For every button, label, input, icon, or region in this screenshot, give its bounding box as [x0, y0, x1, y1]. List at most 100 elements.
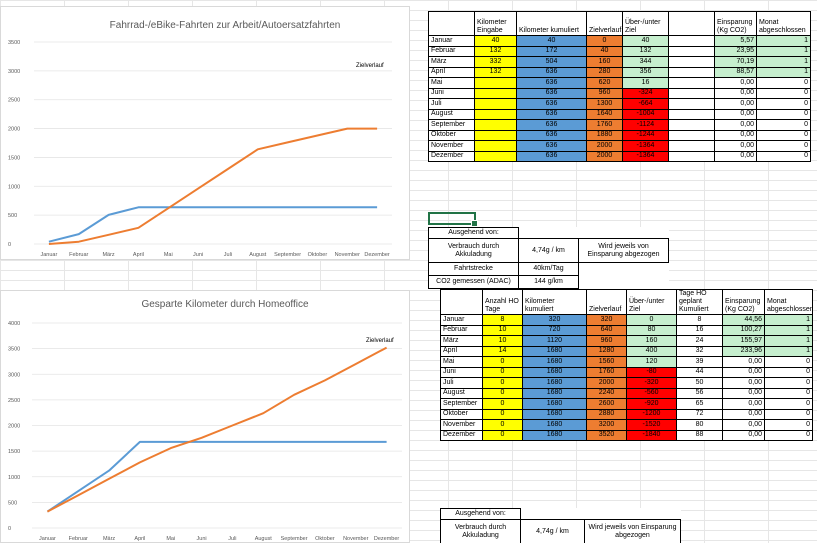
- data-cell[interactable]: 2240: [586, 387, 627, 399]
- column-header[interactable]: [440, 289, 483, 315]
- data-cell[interactable]: 0: [764, 408, 813, 420]
- data-cell[interactable]: 0,00: [722, 419, 765, 431]
- data-cell[interactable]: 0,00: [714, 129, 757, 141]
- data-cell[interactable]: [668, 140, 715, 152]
- data-cell[interactable]: 16: [676, 324, 723, 336]
- data-cell[interactable]: 400: [626, 345, 677, 357]
- month-cell[interactable]: Mai: [440, 356, 483, 368]
- data-cell[interactable]: 636: [516, 108, 587, 120]
- data-cell[interactable]: [668, 119, 715, 131]
- data-cell[interactable]: 280: [586, 66, 623, 78]
- data-cell[interactable]: 88: [676, 429, 723, 441]
- data-cell[interactable]: 960: [586, 335, 627, 347]
- data-cell[interactable]: 0: [756, 87, 811, 99]
- data-cell[interactable]: 640: [586, 324, 627, 336]
- data-cell[interactable]: 2600: [586, 398, 627, 410]
- data-cell[interactable]: 636: [516, 66, 587, 78]
- month-cell[interactable]: September: [428, 119, 475, 131]
- data-cell[interactable]: 1680: [522, 377, 587, 389]
- month-cell[interactable]: Dezember: [440, 429, 483, 441]
- data-cell[interactable]: 50: [676, 377, 723, 389]
- month-cell[interactable]: Oktober: [440, 408, 483, 420]
- data-cell[interactable]: -1244: [622, 129, 669, 141]
- data-cell[interactable]: 3520: [586, 429, 627, 441]
- data-cell[interactable]: 1: [756, 56, 811, 68]
- data-cell[interactable]: -324: [622, 87, 669, 99]
- data-cell[interactable]: 1: [764, 314, 813, 326]
- month-cell[interactable]: April: [440, 345, 483, 357]
- column-header[interactable]: Einsparung (Kg CO2): [714, 11, 757, 36]
- data-cell[interactable]: -560: [626, 387, 677, 399]
- month-cell[interactable]: Februar: [428, 45, 475, 57]
- month-cell[interactable]: Januar: [428, 35, 475, 47]
- month-cell[interactable]: Mai: [428, 77, 475, 89]
- data-cell[interactable]: -320: [626, 377, 677, 389]
- data-cell[interactable]: 1: [764, 345, 813, 357]
- data-cell[interactable]: 24: [676, 335, 723, 347]
- data-cell[interactable]: 636: [516, 140, 587, 152]
- data-cell[interactable]: 0: [482, 377, 523, 389]
- data-cell[interactable]: 0: [756, 129, 811, 141]
- data-cell[interactable]: [474, 140, 517, 152]
- data-cell[interactable]: 0: [756, 150, 811, 162]
- data-cell[interactable]: [668, 66, 715, 78]
- month-cell[interactable]: Oktober: [428, 129, 475, 141]
- data-cell[interactable]: 0,00: [722, 377, 765, 389]
- data-cell[interactable]: 636: [516, 129, 587, 141]
- data-cell[interactable]: -664: [622, 98, 669, 110]
- column-header[interactable]: Monat abgeschlossen: [756, 11, 811, 36]
- column-header[interactable]: Anzahl HO Tage: [482, 289, 523, 315]
- data-cell[interactable]: 0: [482, 429, 523, 441]
- data-cell[interactable]: [474, 98, 517, 110]
- data-cell[interactable]: 1120: [522, 335, 587, 347]
- data-cell[interactable]: 0: [482, 356, 523, 368]
- data-cell[interactable]: 44,56: [722, 314, 765, 326]
- data-cell[interactable]: 1300: [586, 98, 623, 110]
- data-cell[interactable]: 1280: [586, 345, 627, 357]
- data-cell[interactable]: [474, 87, 517, 99]
- data-cell[interactable]: 5,57: [714, 35, 757, 47]
- data-cell[interactable]: 320: [522, 314, 587, 326]
- data-cell[interactable]: 1: [764, 324, 813, 336]
- selected-cell[interactable]: [428, 212, 478, 227]
- data-cell[interactable]: 65: [676, 398, 723, 410]
- month-cell[interactable]: September: [440, 398, 483, 410]
- data-cell[interactable]: 0,00: [722, 398, 765, 410]
- data-cell[interactable]: 960: [586, 87, 623, 99]
- column-header[interactable]: [668, 11, 715, 36]
- data-cell[interactable]: 620: [586, 77, 623, 89]
- data-cell[interactable]: 0: [756, 140, 811, 152]
- data-cell[interactable]: -1364: [622, 140, 669, 152]
- data-cell[interactable]: 1680: [522, 398, 587, 410]
- data-cell[interactable]: 8: [676, 314, 723, 326]
- month-cell[interactable]: Juli: [440, 377, 483, 389]
- data-cell[interactable]: 0,00: [714, 98, 757, 110]
- data-cell[interactable]: 0: [756, 77, 811, 89]
- data-cell[interactable]: 0: [756, 119, 811, 131]
- month-cell[interactable]: Dezember: [428, 150, 475, 162]
- data-cell[interactable]: 1760: [586, 366, 627, 378]
- data-cell[interactable]: [668, 87, 715, 99]
- month-cell[interactable]: August: [440, 387, 483, 399]
- data-cell[interactable]: 39: [676, 356, 723, 368]
- data-cell[interactable]: 155,97: [722, 335, 765, 347]
- data-cell[interactable]: [668, 35, 715, 47]
- column-header[interactable]: Kilometer kumuliert: [522, 289, 587, 315]
- data-cell[interactable]: 0: [626, 314, 677, 326]
- data-cell[interactable]: 40: [474, 35, 517, 47]
- data-cell[interactable]: 1680: [522, 419, 587, 431]
- month-cell[interactable]: Februar: [440, 324, 483, 336]
- data-cell[interactable]: 14: [482, 345, 523, 357]
- data-cell[interactable]: 0: [764, 398, 813, 410]
- data-cell[interactable]: 636: [516, 150, 587, 162]
- data-cell[interactable]: 160: [626, 335, 677, 347]
- data-cell[interactable]: -1840: [626, 429, 677, 441]
- data-cell[interactable]: 0: [586, 35, 623, 47]
- data-cell[interactable]: 0: [764, 429, 813, 441]
- data-cell[interactable]: 1640: [586, 108, 623, 120]
- data-cell[interactable]: [668, 129, 715, 141]
- data-cell[interactable]: 0: [482, 387, 523, 399]
- data-cell[interactable]: [668, 150, 715, 162]
- data-cell[interactable]: [668, 56, 715, 68]
- data-cell[interactable]: 0,00: [722, 429, 765, 441]
